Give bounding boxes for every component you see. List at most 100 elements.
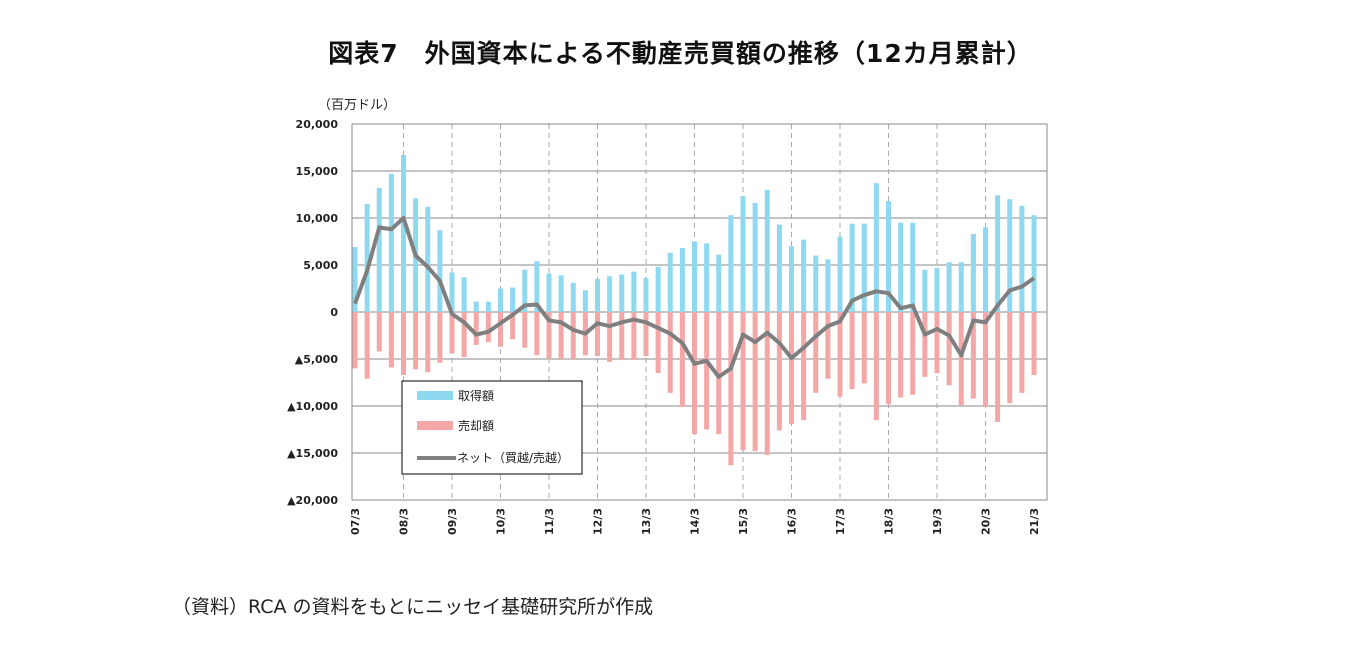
bar-sale: [849, 312, 855, 390]
bar-sale: [619, 312, 625, 360]
bar-acquisition: [607, 276, 613, 312]
plot-border: [351, 123, 1048, 501]
bar-acquisition: [643, 278, 649, 312]
bar-sale: [1019, 312, 1025, 393]
bar-sale: [752, 312, 758, 452]
bar-sale: [995, 312, 1001, 422]
bar-acquisition: [558, 275, 564, 312]
bar-sale: [813, 312, 819, 393]
bar-acquisition: [534, 261, 540, 312]
x-tick-label: 21/3: [1028, 508, 1041, 535]
bar-sale: [437, 312, 443, 363]
bar-acquisition: [983, 227, 988, 312]
x-tick-label: 12/3: [592, 508, 605, 535]
bar-acquisition: [498, 288, 503, 312]
bar-sale: [498, 312, 503, 347]
y-tick-label: 15,000: [296, 165, 339, 178]
bar-acquisition: [776, 224, 782, 312]
bar-sale: [837, 312, 843, 397]
bar-sale: [425, 312, 431, 373]
x-tick-label: 13/3: [640, 508, 653, 535]
bar-sale: [558, 312, 564, 359]
y-tick-label: ▲20,000: [287, 494, 338, 507]
bar-acquisition: [886, 201, 891, 312]
y-tick-label: 5,000: [303, 259, 338, 272]
bar-sale: [546, 312, 552, 359]
bar-sale: [1007, 312, 1013, 404]
legend-label-sale: 売却額: [458, 418, 494, 433]
bar-sale: [631, 312, 637, 360]
x-tick-label: 20/3: [980, 508, 993, 535]
legend-label-net: ネット（買越/売越）: [457, 450, 569, 465]
x-tick-label: 15/3: [737, 508, 750, 535]
bar-acquisition: [922, 269, 928, 312]
bar-acquisition: [873, 183, 879, 312]
bar-sale: [1031, 312, 1037, 375]
bar-sale: [910, 312, 916, 395]
bar-acquisition: [837, 236, 843, 312]
bar-sale: [873, 312, 879, 421]
bar-acquisition: [740, 196, 746, 312]
bar-sale: [946, 312, 952, 386]
legend-swatch-acquisition: [417, 391, 453, 400]
y-axis-unit: （百万ドル）: [318, 98, 397, 113]
bar-acquisition: [813, 255, 819, 312]
x-tick-label: 18/3: [883, 508, 896, 535]
bar-acquisition: [849, 223, 855, 312]
x-tick-label: 07/3: [349, 508, 362, 535]
bar-sale: [473, 312, 479, 345]
bar-acquisition: [401, 155, 406, 312]
y-tick-label: 20,000: [296, 118, 339, 131]
legend-swatch-sale: [417, 421, 453, 430]
bar-acquisition: [1007, 199, 1013, 312]
bar-sale: [570, 312, 576, 359]
bar-sale: [352, 312, 358, 369]
bar-acquisition: [425, 206, 431, 312]
bar-sale: [485, 312, 491, 343]
bar-sale: [655, 312, 661, 374]
bar-acquisition: [958, 262, 964, 312]
source-note: （資料）RCA の資料をもとにニッセイ基礎研究所が作成: [172, 596, 654, 618]
bar-sale: [461, 312, 467, 358]
bar-acquisition: [716, 254, 722, 312]
bar-acquisition: [861, 223, 867, 312]
bar-acquisition: [522, 269, 528, 312]
x-tick-label: 16/3: [786, 508, 799, 535]
bar-acquisition: [570, 282, 576, 312]
bar-sale: [801, 312, 807, 421]
bar-acquisition: [352, 247, 358, 312]
bar-acquisition: [582, 290, 588, 312]
bar-acquisition: [595, 279, 600, 312]
bar-acquisition: [619, 274, 625, 312]
bar-acquisition: [449, 272, 455, 312]
bar-sale: [679, 312, 685, 407]
bar-sale: [861, 312, 867, 384]
bar-sale: [886, 312, 891, 405]
x-tick-label: 09/3: [446, 508, 459, 535]
bar-sale: [692, 312, 697, 435]
bar-acquisition: [510, 287, 516, 312]
bar-acquisition: [692, 241, 697, 312]
bar-sale: [534, 312, 540, 356]
x-tick-label: 19/3: [931, 508, 944, 535]
bar-sale: [970, 312, 976, 399]
bar-acquisition: [898, 222, 904, 312]
bar-acquisition: [485, 301, 491, 312]
bar-sale: [413, 312, 419, 370]
bar-acquisition: [679, 248, 685, 312]
x-tick-label: 08/3: [398, 508, 411, 535]
bar-acquisition: [364, 203, 370, 312]
bar-sale: [716, 312, 722, 435]
bar-sale: [958, 312, 964, 406]
bar-sale: [595, 312, 600, 357]
y-tick-label: ▲10,000: [287, 400, 338, 413]
x-tick-label: 10/3: [495, 508, 508, 535]
bar-sale: [522, 312, 528, 348]
bar-sale: [376, 312, 382, 352]
legend-label-acquisition: 取得額: [458, 388, 494, 403]
bar-sale: [510, 312, 516, 340]
bar-sale: [643, 312, 649, 357]
bar-acquisition: [376, 187, 382, 312]
bar-sale: [983, 312, 988, 407]
bar-acquisition: [789, 246, 794, 312]
